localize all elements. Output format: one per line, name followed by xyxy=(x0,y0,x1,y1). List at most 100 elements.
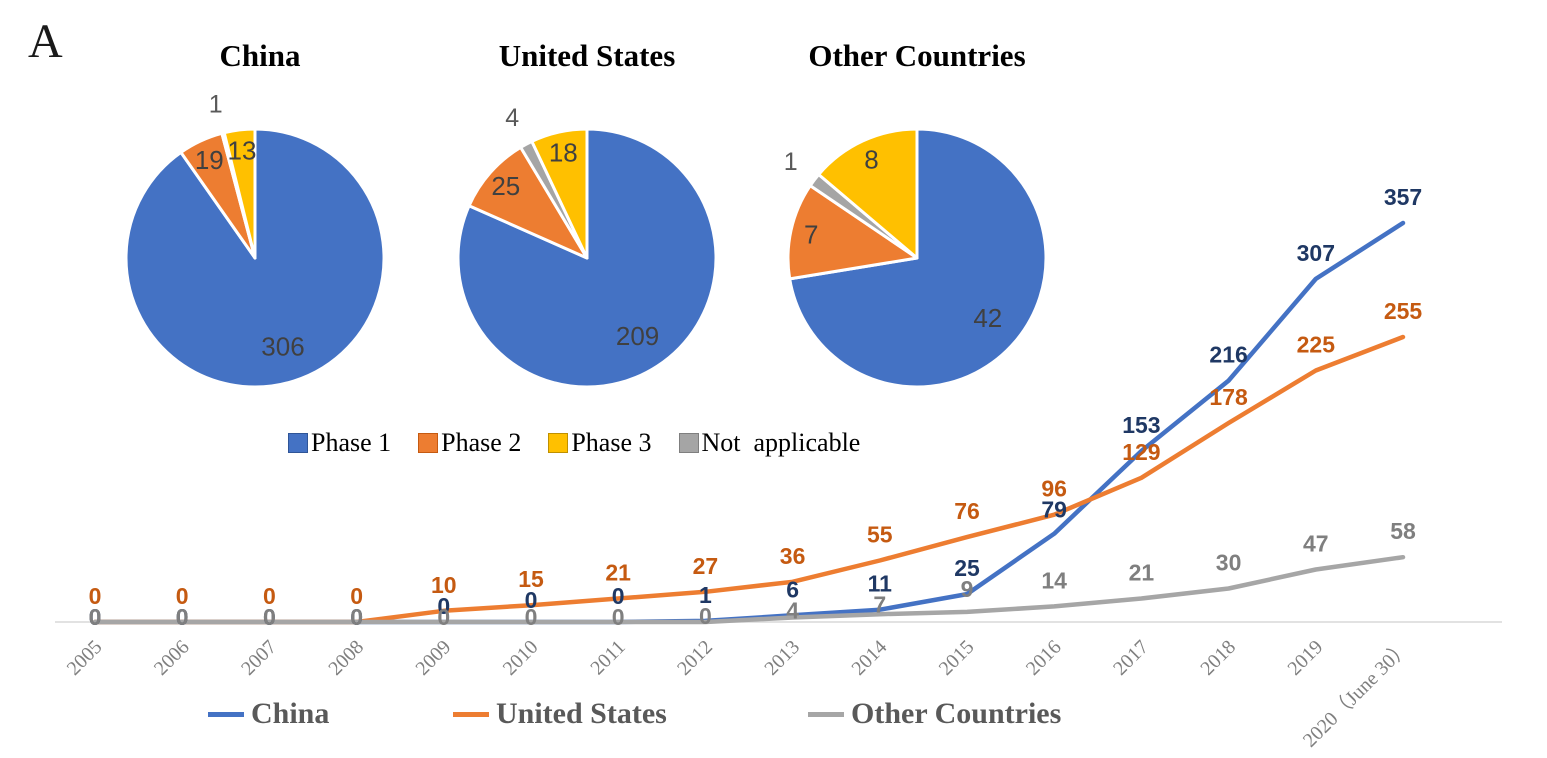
panel-label: A xyxy=(28,15,63,68)
data-label: 0 xyxy=(699,603,712,629)
legend-item-china: China xyxy=(208,697,329,731)
pie-data-label: 4 xyxy=(505,104,519,132)
pie-title-other-countries: Other Countries xyxy=(808,38,1026,73)
phase-3-swatch-icon xyxy=(548,433,569,453)
x-tick-label: 2010 xyxy=(499,636,543,680)
x-tick-label: 2015 xyxy=(935,636,979,680)
legend-label-united-states: United States xyxy=(496,697,667,730)
x-tick-label: 2013 xyxy=(760,636,804,680)
pie-data-label: 18 xyxy=(549,137,578,167)
data-label: 216 xyxy=(1209,342,1247,368)
legend-item-phase-2: Phase 2 xyxy=(418,428,521,458)
data-label: 55 xyxy=(867,522,893,548)
data-label: 36 xyxy=(780,543,806,569)
data-label: 255 xyxy=(1384,298,1423,324)
series-line-other-countries xyxy=(92,554,1406,625)
data-label: 9 xyxy=(961,576,974,602)
data-label: 7 xyxy=(873,592,886,618)
x-tick-label: 2016 xyxy=(1022,636,1066,680)
data-label: 76 xyxy=(954,498,980,524)
x-tick-label: 2019 xyxy=(1283,636,1327,680)
data-label: 1 xyxy=(699,582,712,608)
legend-label-not-applicable: Not applicable xyxy=(701,428,861,457)
data-label: 10 xyxy=(431,572,457,598)
pie-data-label: 306 xyxy=(261,332,304,362)
pie-data-label: 1 xyxy=(784,148,798,176)
united-states-line-swatch-icon xyxy=(453,711,489,717)
pie-data-label: 209 xyxy=(616,321,659,351)
legend-item-not-applicable: Not applicable xyxy=(678,428,861,458)
x-tick-label: 2005 xyxy=(63,636,107,680)
pie-data-label: 7 xyxy=(804,220,818,250)
data-label: 178 xyxy=(1209,384,1248,410)
legend-label-phase-3: Phase 3 xyxy=(571,428,652,457)
data-label: 0 xyxy=(525,587,538,613)
pie-chart-china: 306 19 113 xyxy=(124,90,386,389)
data-label: 0 xyxy=(437,593,450,619)
data-label: 0 xyxy=(350,604,363,630)
data-label: 0 xyxy=(176,583,189,609)
pie-data-label: 13 xyxy=(228,135,257,165)
data-label: 21 xyxy=(605,560,631,586)
legend-item-phase-1: Phase 1 xyxy=(288,428,391,458)
data-label: 0 xyxy=(89,604,102,630)
pie-slice-phase-2 xyxy=(467,145,589,260)
data-label: 11 xyxy=(868,571,893,597)
pie-data-label: 8 xyxy=(864,145,878,175)
legend-label-phase-2: Phase 2 xyxy=(441,428,522,457)
data-label: 357 xyxy=(1384,184,1422,210)
data-label: 47 xyxy=(1303,531,1329,557)
data-label: 307 xyxy=(1297,240,1335,266)
pie-data-label: 25 xyxy=(491,171,520,201)
pie-data-label: 42 xyxy=(973,303,1002,333)
data-label: 21 xyxy=(1129,560,1155,586)
legend-item-united-states: United States xyxy=(453,697,667,731)
data-label: 0 xyxy=(176,604,189,630)
x-axis-tick-labels: 2005 2006 2007 2008 2009 2010 2011 2012 2013 2014… xyxy=(63,635,1415,751)
pie-slice-phase-3 xyxy=(530,127,589,260)
other-countries-line-swatch-icon xyxy=(808,711,844,717)
data-label: 0 xyxy=(612,604,625,630)
phase-legend: Phase 1 Phase 2 Phase 3 Not applicable xyxy=(288,428,860,458)
legend-label-other-countries: Other Countries xyxy=(851,697,1062,730)
phase-2-swatch-icon xyxy=(418,433,439,453)
data-label: 0 xyxy=(350,583,363,609)
x-tick-label: 2014 xyxy=(847,636,891,680)
data-label: 6 xyxy=(786,576,799,602)
x-tick-label: 2011 xyxy=(586,636,629,679)
data-label: 58 xyxy=(1390,518,1416,544)
data-label: 0 xyxy=(263,583,276,609)
data-label: 0 xyxy=(176,604,189,630)
pie-title-china: China xyxy=(219,38,301,73)
data-label: 0 xyxy=(89,583,102,609)
phase-1-swatch-icon xyxy=(288,433,308,453)
pie-chart-other-countries: 42 7 1 8 xyxy=(784,127,1048,389)
data-label: 0 xyxy=(612,583,625,609)
x-tick-label: 2018 xyxy=(1196,636,1240,680)
x-tick-label: 2012 xyxy=(673,636,717,680)
data-label: 96 xyxy=(1041,476,1067,502)
legend-item-phase-3: Phase 3 xyxy=(548,428,652,458)
x-tick-label: 2008 xyxy=(324,636,368,680)
pie-slice-phase-3 xyxy=(222,127,257,260)
data-label: 153 xyxy=(1122,412,1160,438)
data-label: 0 xyxy=(89,604,102,630)
data-label: 30 xyxy=(1216,550,1242,576)
pie-slice-phase-2 xyxy=(786,184,919,281)
pie-data-label: 1 xyxy=(209,90,223,118)
x-tick-label: 2017 xyxy=(1109,636,1153,680)
data-label: 79 xyxy=(1041,497,1067,523)
data-label: 0 xyxy=(437,604,450,630)
x-tick-label: 2006 xyxy=(150,636,194,680)
data-label: 14 xyxy=(1041,567,1067,593)
pie-chart-united-states: 209 25 4 18 xyxy=(456,104,718,389)
data-label: 0 xyxy=(525,604,538,630)
pie-slice-phase-3 xyxy=(817,127,919,260)
legend-item-other-countries: Other Countries xyxy=(808,697,1061,731)
x-tick-label: 2009 xyxy=(411,636,455,680)
data-label: 27 xyxy=(693,553,719,579)
